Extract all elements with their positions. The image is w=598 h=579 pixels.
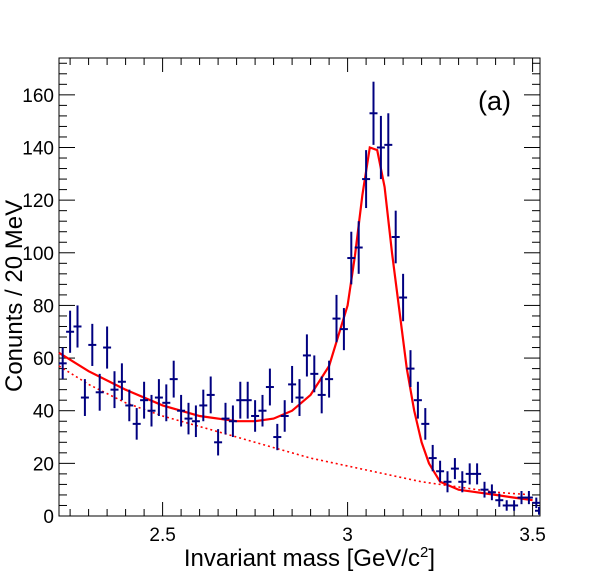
data-point [117, 363, 126, 401]
data-point [450, 458, 459, 480]
data-point [362, 150, 371, 209]
data-point [162, 384, 171, 422]
data-point [473, 463, 482, 485]
data-point [384, 113, 393, 177]
data-point [280, 400, 289, 432]
data-point [73, 305, 82, 348]
data-point [184, 402, 193, 435]
data-point [236, 381, 245, 419]
y-tick-label: 160 [22, 86, 54, 107]
data-point [59, 347, 67, 380]
data-point [132, 408, 141, 440]
plot-frame [58, 57, 541, 517]
data-point [391, 210, 400, 264]
data-point [369, 81, 378, 145]
y-tick-label: 80 [33, 296, 54, 317]
data-point [524, 490, 533, 505]
data-point [191, 405, 200, 438]
x-axis-ticks: 2.5 3 3.5 [69, 58, 546, 546]
data-point [243, 381, 252, 419]
data-point [458, 471, 467, 493]
data-point [421, 408, 430, 440]
x-tick-label: 2.5 [149, 525, 175, 546]
data-point [495, 493, 504, 507]
data-point [332, 294, 341, 343]
data-point [288, 365, 297, 403]
data-point [228, 405, 237, 438]
data-point [413, 381, 422, 419]
data-point [273, 423, 282, 451]
data-point [325, 360, 334, 398]
data-point [436, 460, 445, 482]
data-point [199, 389, 208, 422]
data-point [399, 273, 408, 322]
y-tick-label: 40 [33, 402, 54, 423]
data-point [251, 400, 260, 432]
y-tick-label: 100 [22, 244, 54, 265]
y-tick-label: 120 [22, 191, 54, 212]
data-point [480, 481, 489, 498]
x-tick-label: 3 [342, 525, 353, 546]
data-point [80, 379, 89, 416]
data-point [88, 323, 97, 366]
fit-curves [58, 146, 533, 502]
data-point [465, 463, 474, 485]
data-point [428, 444, 437, 472]
x-tick-label: 3.5 [519, 525, 545, 546]
data-point [317, 376, 326, 414]
data-point [95, 373, 104, 411]
data-point [147, 394, 156, 427]
data-point [125, 389, 134, 422]
y-axis-label: Conunts / 20 MeV [1, 200, 28, 392]
data-point [443, 471, 452, 493]
data-point [354, 221, 363, 274]
data-point [140, 381, 149, 419]
data-point [177, 394, 186, 427]
y-tick-label: 140 [22, 138, 54, 159]
data-point [502, 500, 511, 511]
data-point [339, 308, 348, 351]
data-point [214, 429, 223, 456]
data-points [59, 81, 540, 515]
panel-label: (a) [478, 86, 511, 116]
x-axis-label: Invariant mass [GeV/c2] [184, 544, 435, 572]
data-point [510, 500, 519, 511]
y-tick-label: 0 [43, 507, 54, 528]
data-point [221, 402, 230, 435]
data-point [376, 115, 385, 180]
data-point [169, 360, 178, 398]
data-point [302, 334, 311, 377]
data-point [517, 490, 526, 505]
y-tick-label: 20 [33, 454, 54, 475]
background-fit-line [58, 365, 533, 496]
y-tick-label: 60 [33, 349, 54, 370]
data-point [154, 379, 163, 416]
data-point [206, 376, 215, 414]
data-point [110, 371, 119, 409]
data-point [347, 231, 356, 285]
data-point [310, 355, 319, 393]
data-point [487, 484, 496, 501]
data-point [295, 379, 304, 416]
data-point [532, 497, 540, 509]
total-fit-line [58, 146, 533, 502]
data-point [535, 506, 540, 515]
data-point [406, 350, 415, 388]
data-point [258, 394, 267, 427]
data-point [265, 368, 274, 406]
y-axis-ticks: 0 20 40 60 80 100 120 140 160 [22, 62, 540, 528]
data-point [66, 310, 75, 353]
data-point [103, 326, 112, 369]
